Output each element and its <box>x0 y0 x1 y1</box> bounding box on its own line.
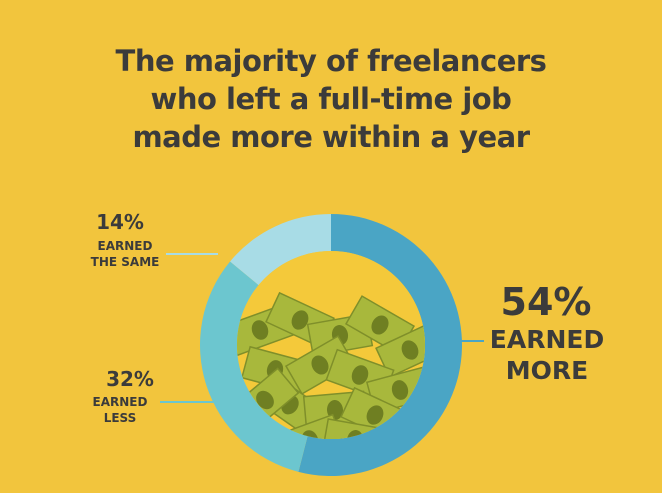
title-line: The majority of freelancers <box>115 44 547 78</box>
cash-seal <box>256 390 274 410</box>
value-label: 32% <box>106 367 154 391</box>
cash-seal <box>251 320 269 340</box>
cash-seal <box>366 405 384 425</box>
donut-segment <box>230 214 331 286</box>
cash <box>321 418 389 439</box>
cash-seal <box>301 430 319 439</box>
title-line: made more within a year <box>132 120 530 154</box>
cash-seal <box>311 355 329 375</box>
category-label: EARNED THE SAME <box>90 239 160 270</box>
donut-segment <box>199 261 308 472</box>
value-label: 14% <box>96 210 144 234</box>
title-line: who left a full-time job <box>150 82 512 116</box>
value-label: 54% <box>500 280 592 324</box>
cash-seal <box>351 365 369 385</box>
cash-seal <box>401 340 419 360</box>
cash-seal <box>291 310 309 330</box>
category-label: EARNED MORE <box>489 325 605 386</box>
cash-seal <box>391 380 409 400</box>
category-label: EARNED LESS <box>92 395 148 426</box>
cash-seal <box>371 315 389 335</box>
donut-segment <box>298 214 463 477</box>
